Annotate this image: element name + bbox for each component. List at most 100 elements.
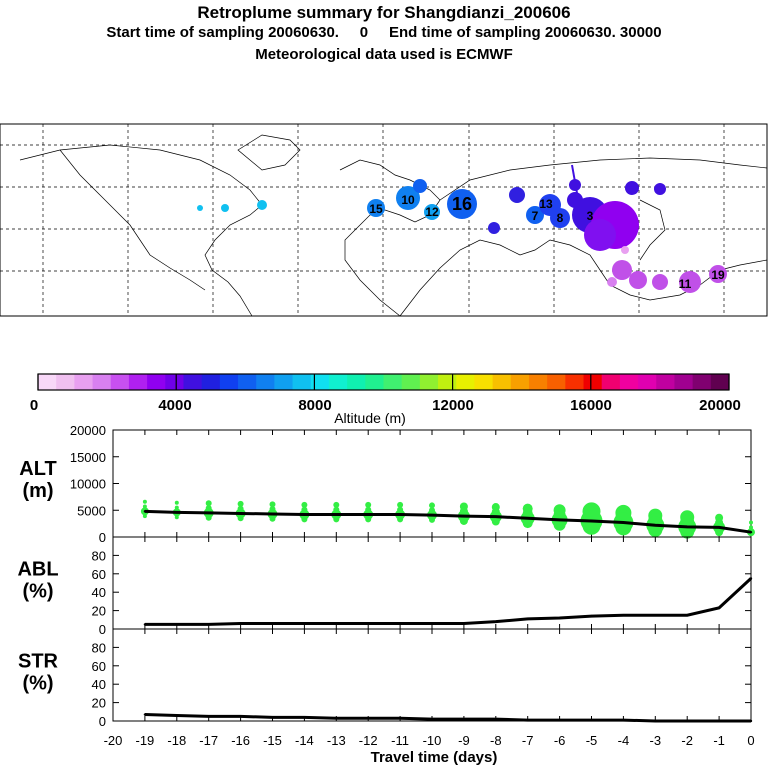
x-tick-label: -12 bbox=[359, 733, 378, 748]
x-tick-label: -18 bbox=[167, 733, 186, 748]
alt-scatter-point bbox=[553, 518, 566, 531]
colorbar-segment bbox=[674, 374, 694, 390]
y-axis-label: ALT bbox=[19, 458, 56, 480]
alt-scatter-point bbox=[142, 499, 147, 504]
series-point bbox=[590, 519, 593, 523]
x-tick-label: -6 bbox=[554, 733, 566, 748]
y-tick-label: 0 bbox=[99, 530, 106, 545]
alt-scatter-point bbox=[142, 514, 147, 519]
colorbar-segment bbox=[401, 374, 421, 390]
alt-scatter-point bbox=[429, 516, 435, 523]
series-line bbox=[144, 577, 753, 626]
y-axis-label: STR bbox=[18, 651, 59, 673]
alt-scatter-point bbox=[365, 501, 372, 508]
colorbar-segment bbox=[56, 374, 75, 390]
y-tick-label: 0 bbox=[99, 714, 106, 729]
alt-scatter-point bbox=[365, 516, 372, 523]
y-axis-label: (m) bbox=[22, 480, 53, 502]
y-tick-label: 20 bbox=[92, 696, 106, 711]
colorbar-tick-label: 4000 bbox=[158, 397, 191, 414]
panel-abl: 0 20 40 60 80 ABL(%) bbox=[17, 536, 753, 637]
series-point bbox=[526, 617, 529, 621]
colorbar-segment bbox=[692, 374, 712, 390]
series-point bbox=[430, 513, 434, 517]
x-tick-label: -20 bbox=[104, 733, 123, 748]
colorbar-segment bbox=[183, 374, 203, 390]
alt-scatter-point bbox=[237, 515, 244, 522]
y-tick-label: 20000 bbox=[70, 423, 106, 438]
panel-frame bbox=[112, 628, 752, 722]
series-point bbox=[526, 718, 529, 722]
series-point bbox=[271, 716, 274, 719]
series-point bbox=[622, 521, 625, 524]
colorbar-segment bbox=[583, 374, 603, 390]
colorbar-segment bbox=[565, 374, 585, 390]
y-axis-label: (%) bbox=[22, 581, 53, 603]
x-tick-label: -13 bbox=[327, 733, 346, 748]
series-line bbox=[144, 713, 751, 723]
series-point bbox=[622, 718, 625, 722]
colorbar-tick-label: 12000 bbox=[432, 397, 474, 414]
y-tick-label: 40 bbox=[92, 585, 106, 600]
series-point bbox=[239, 715, 242, 718]
alt-scatter-point bbox=[397, 516, 404, 523]
x-tick-label: -7 bbox=[522, 733, 534, 748]
y-tick-label: 0 bbox=[99, 622, 106, 637]
colorbar-segment bbox=[456, 374, 475, 390]
colorbar-tick-label: 0 bbox=[30, 397, 38, 414]
alt-scatter-point bbox=[237, 500, 244, 507]
series-point bbox=[462, 514, 466, 518]
colorbar-tick-label: 20000 bbox=[699, 397, 741, 414]
colorbar-segment bbox=[165, 374, 184, 390]
series-point bbox=[207, 511, 210, 515]
series-point bbox=[143, 510, 147, 513]
colorbar-segment bbox=[219, 374, 239, 390]
series-point bbox=[622, 614, 625, 617]
x-tick-label: -4 bbox=[618, 733, 630, 748]
series-point bbox=[749, 530, 753, 534]
series-point bbox=[175, 511, 178, 514]
alt-scatter-point bbox=[429, 502, 435, 509]
series-point bbox=[558, 518, 561, 522]
series-point bbox=[335, 622, 338, 625]
x-tick-label: -15 bbox=[263, 733, 282, 748]
series-point bbox=[686, 614, 689, 617]
series-point bbox=[494, 515, 497, 518]
alt-scatter-point bbox=[491, 517, 500, 526]
y-tick-label: 15000 bbox=[70, 450, 106, 465]
x-tick-label: -2 bbox=[681, 733, 693, 748]
y-tick-label: 10000 bbox=[70, 477, 106, 492]
colorbar-segment bbox=[110, 374, 130, 390]
colorbar-segment bbox=[92, 374, 112, 390]
series-point bbox=[303, 716, 306, 719]
chart-title: Retroplume summary for Shangdianzi_20060… bbox=[197, 3, 571, 22]
colorbar-segment bbox=[365, 374, 384, 390]
series-point bbox=[303, 513, 306, 516]
series-point bbox=[717, 606, 721, 610]
series-point bbox=[207, 715, 210, 718]
series-point bbox=[207, 623, 210, 626]
y-tick-label: 20 bbox=[92, 604, 106, 619]
x-tick-label: -14 bbox=[295, 733, 314, 748]
x-tick-label: -17 bbox=[199, 733, 218, 748]
y-tick-label: 60 bbox=[92, 659, 106, 674]
series-point bbox=[717, 719, 721, 723]
colorbar-segment bbox=[201, 374, 221, 390]
series-point bbox=[335, 717, 338, 720]
colorbar-tick-label: 16000 bbox=[570, 397, 612, 414]
colorbar-segment bbox=[292, 374, 312, 390]
colorbar-segment bbox=[38, 374, 57, 390]
series-point bbox=[717, 526, 721, 529]
series-point bbox=[367, 513, 370, 516]
series-point bbox=[462, 717, 466, 721]
alt-scatter-point bbox=[269, 515, 276, 522]
colorbar-segment bbox=[328, 374, 348, 390]
series-point bbox=[271, 512, 274, 516]
panel-str: 0 20 40 60 80 STR(%) bbox=[18, 628, 753, 729]
series-point bbox=[398, 622, 402, 625]
series-point bbox=[239, 622, 242, 625]
x-tick-label: -5 bbox=[586, 733, 598, 748]
series-point bbox=[654, 614, 657, 617]
x-tick-label: -16 bbox=[231, 733, 250, 748]
alt-scatter-point bbox=[269, 501, 276, 508]
